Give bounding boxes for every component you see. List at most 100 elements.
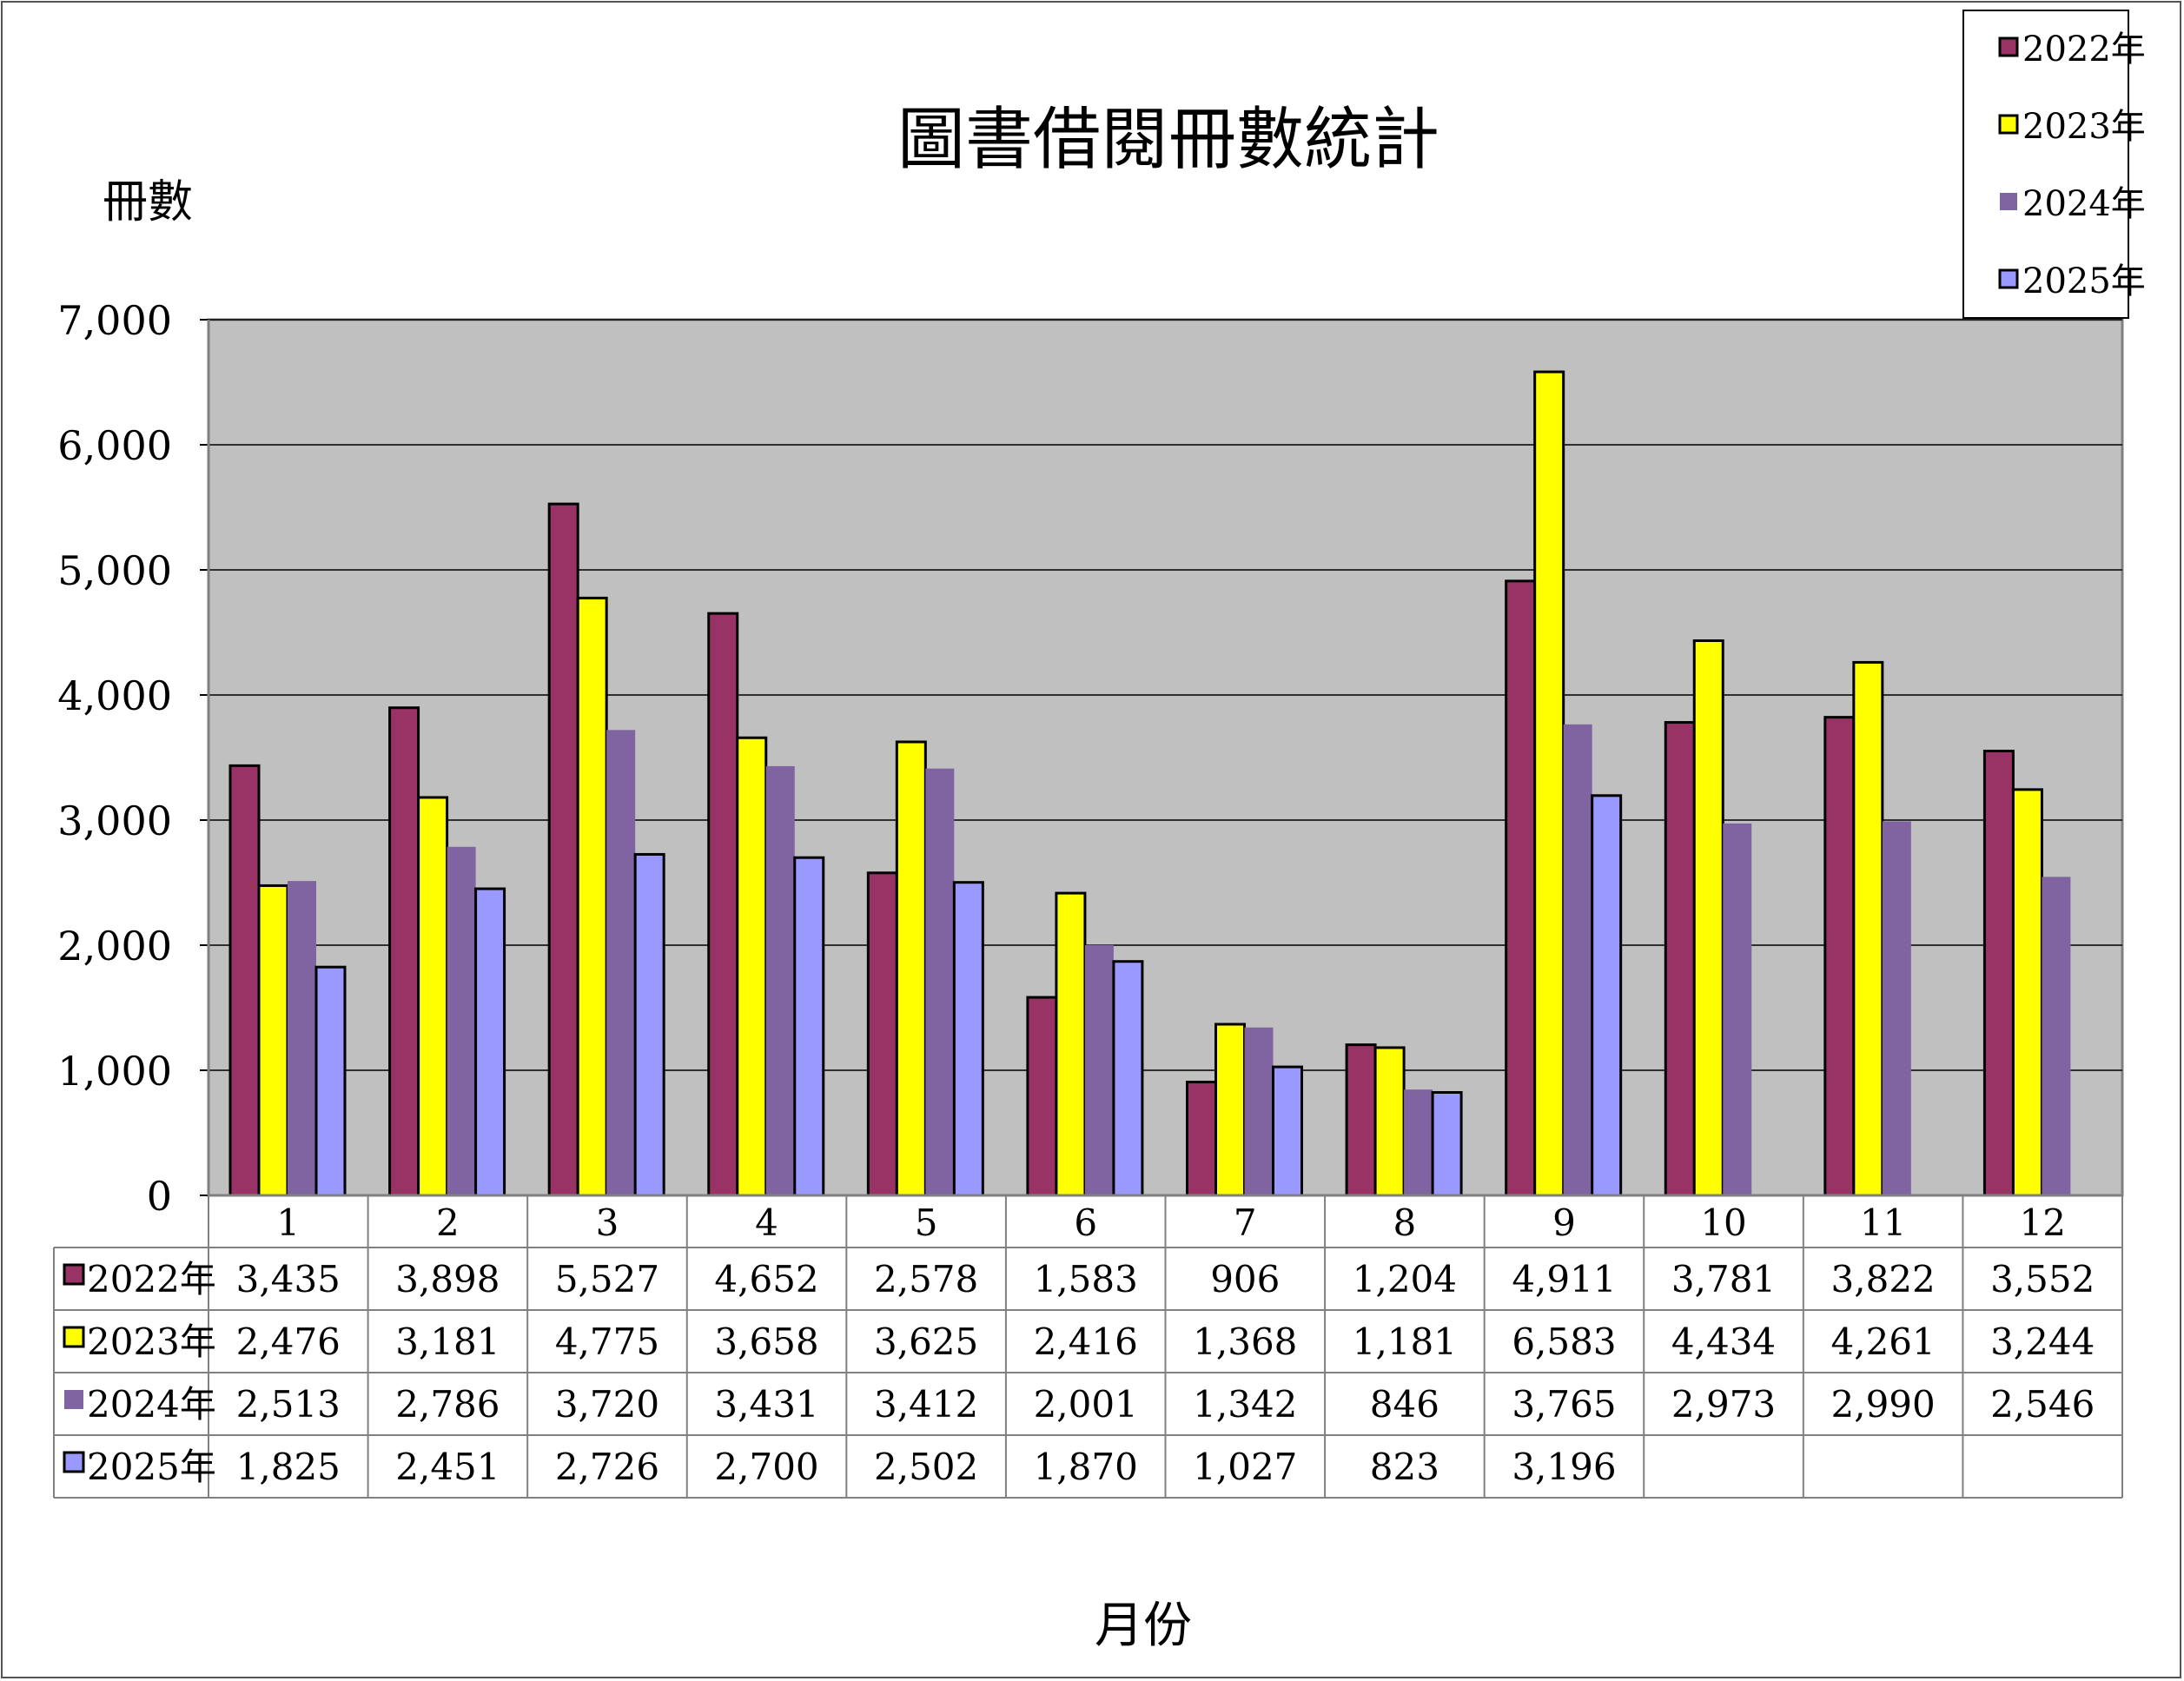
bar-2022年-1 (228, 764, 261, 1197)
plot-background (207, 318, 2124, 1197)
bar-2023年-4 (736, 736, 768, 1197)
bar-2024年-12 (2042, 877, 2071, 1195)
data-label: 2,502 (874, 1446, 978, 1488)
bar-2022年-3 (547, 502, 579, 1197)
y-tick-label: 1,000 (57, 1048, 172, 1095)
bar-2023年-1 (257, 884, 289, 1197)
data-label: 2,990 (1831, 1383, 1936, 1426)
data-label: 1,368 (1193, 1320, 1297, 1363)
data-label: 3,658 (714, 1320, 818, 1363)
data-label: 3,435 (236, 1258, 341, 1300)
plot-area-group (207, 318, 2124, 1197)
legend-label: 2025年 (2022, 261, 2146, 301)
legend: 2022年 2023年 2024年 2025年 (1962, 10, 2146, 319)
table-legend-key (63, 1451, 85, 1473)
legend-label: 2024年 (2022, 184, 2146, 224)
data-label: 1,825 (236, 1446, 341, 1488)
chart-title: 圖書借閱冊數統計 (897, 101, 1439, 179)
bar-2025年-8 (1431, 1090, 1463, 1197)
table-series-name: 2023年 (87, 1320, 216, 1363)
data-label: 846 (1370, 1383, 1439, 1426)
data-label: 2,578 (874, 1258, 978, 1300)
x-tick-label: 4 (755, 1201, 778, 1244)
y-tick-label: 5,000 (57, 547, 172, 594)
data-label: 3,765 (1512, 1383, 1616, 1426)
data-label: 5,527 (555, 1258, 659, 1300)
bar-2023年-3 (576, 596, 608, 1197)
legend-key (1998, 36, 2019, 57)
bar-2022年-12 (1982, 750, 2015, 1197)
y-tick-label: 4,000 (57, 672, 172, 719)
data-label: 6,583 (1512, 1320, 1616, 1363)
bar-2023年-2 (417, 796, 449, 1197)
bar-2025年-6 (1112, 960, 1144, 1197)
bar-2025年-2 (474, 887, 506, 1197)
data-label: 2,700 (714, 1446, 818, 1488)
data-label: 1,342 (1193, 1383, 1297, 1426)
bar-2024年-9 (1563, 724, 1592, 1195)
bar-2023年-8 (1373, 1046, 1406, 1197)
x-tick-label: 10 (1700, 1201, 1746, 1244)
legend-key (1998, 268, 2019, 289)
bar-2024年-2 (447, 846, 476, 1195)
bar-2023年-12 (2011, 788, 2043, 1197)
legend-label: 2022年 (2022, 30, 2146, 69)
bar-2022年-10 (1664, 721, 1696, 1197)
x-tick-label: 1 (276, 1201, 300, 1244)
bar-2022年-11 (1823, 716, 1856, 1197)
x-tick-label: 9 (1552, 1201, 1576, 1244)
bar-2025年-9 (1591, 794, 1623, 1197)
bar-2024年-10 (1723, 823, 1752, 1195)
bar-2024年-1 (288, 881, 316, 1195)
data-label: 2,786 (395, 1383, 500, 1426)
data-label: 3,412 (874, 1383, 978, 1426)
bar-2024年-7 (1244, 1027, 1274, 1195)
data-label: 2,546 (1990, 1383, 2095, 1426)
data-label: 2,001 (1034, 1383, 1138, 1426)
bar-2023年-6 (1055, 891, 1087, 1197)
y-tick-label: 6,000 (57, 422, 172, 469)
x-tick-label: 2 (436, 1201, 460, 1244)
bar-2022年-5 (866, 871, 898, 1197)
data-label: 3,196 (1512, 1446, 1616, 1488)
bar-2023年-10 (1692, 639, 1724, 1197)
data-label: 1,181 (1353, 1320, 1457, 1363)
legend-box (1962, 10, 2129, 319)
data-label: 3,898 (395, 1258, 500, 1300)
data-label: 4,911 (1512, 1258, 1616, 1300)
data-label: 4,652 (714, 1258, 818, 1300)
data-label: 4,434 (1671, 1320, 1776, 1363)
bar-2023年-11 (1852, 660, 1884, 1197)
data-label: 3,781 (1671, 1258, 1776, 1300)
data-label: 2,476 (236, 1320, 341, 1363)
data-label: 2,973 (1671, 1383, 1776, 1426)
bar-2025年-4 (793, 856, 825, 1197)
table-series-name: 2024年 (87, 1383, 216, 1426)
legend-key (2000, 193, 2017, 210)
x-tick-label: 7 (1234, 1201, 1257, 1244)
data-label: 3,181 (395, 1320, 500, 1363)
data-label: 2,416 (1034, 1320, 1138, 1363)
bar-2024年-3 (606, 730, 636, 1195)
data-label: 3,431 (714, 1383, 818, 1426)
data-label: 2,451 (395, 1446, 500, 1488)
legend-label: 2023年 (2022, 107, 2146, 147)
y-axis-label: 冊數 (103, 176, 193, 228)
bar-2022年-9 (1505, 579, 1537, 1197)
bar-2025年-7 (1272, 1065, 1303, 1197)
x-tick-label: 11 (1860, 1201, 1906, 1244)
x-tick-label: 8 (1393, 1201, 1417, 1244)
data-label: 3,625 (874, 1320, 978, 1363)
data-label: 3,244 (1990, 1320, 2095, 1363)
table-legend-key (63, 1263, 85, 1286)
x-tick-label: 12 (2019, 1201, 2065, 1244)
data-label: 3,822 (1831, 1258, 1936, 1300)
bar-2024年-4 (765, 765, 795, 1195)
data-label: 906 (1210, 1258, 1280, 1300)
data-label: 2,726 (555, 1446, 659, 1488)
bar-2024年-11 (1882, 821, 1911, 1195)
bar-2022年-4 (707, 612, 739, 1197)
